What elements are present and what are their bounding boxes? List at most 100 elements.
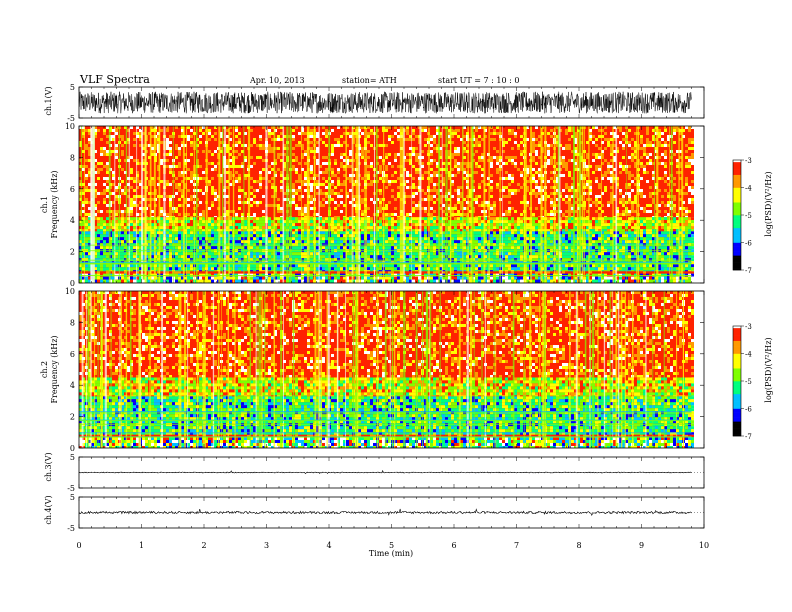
psd-cell (367, 234, 370, 237)
psd-cell (430, 229, 433, 231)
psd-cell (508, 217, 511, 220)
psd-cell (253, 280, 256, 283)
psd-cell (169, 280, 172, 283)
psd-cell (295, 280, 298, 283)
psd-cell (250, 264, 253, 267)
psd-cell (454, 217, 457, 220)
psd-cell (643, 271, 646, 273)
psd-cell (631, 246, 634, 249)
psd-cell (688, 271, 691, 273)
psd-cell (169, 252, 172, 255)
psd-cell (496, 267, 499, 270)
psd-cell (457, 217, 460, 220)
psd-cell (493, 237, 496, 240)
psd-cell (397, 231, 400, 234)
psd-cell (664, 267, 667, 270)
psd-cell (334, 280, 337, 283)
psd-cell (100, 280, 103, 283)
psd-cell (604, 243, 607, 246)
psd-cell (391, 258, 394, 261)
psd-cell (646, 258, 649, 261)
psd-cell (565, 223, 568, 226)
psd-cell (568, 240, 571, 243)
psd-cell (295, 277, 298, 280)
psd-cell (454, 270, 457, 271)
psd-cell (103, 255, 106, 258)
psd-cell (187, 226, 190, 229)
station-label: station= ATH (342, 76, 397, 85)
psd-cell (361, 277, 364, 280)
psd-cell (268, 243, 271, 246)
psd-cell (244, 231, 247, 234)
psd-cell (430, 280, 433, 283)
psd-cell (370, 234, 373, 237)
psd-cell (304, 220, 307, 223)
psd-cell (463, 231, 466, 234)
psd-cell (208, 271, 211, 273)
psd-cell (370, 264, 373, 267)
psd-cell (562, 270, 565, 271)
psd-cell (685, 258, 688, 261)
psd-cell (514, 223, 517, 226)
psd-cell (604, 246, 607, 249)
psd-cell (295, 243, 298, 246)
psd-cell (370, 255, 373, 258)
psd-cell (454, 252, 457, 255)
psd-cell (178, 243, 181, 246)
psd-cell (511, 264, 514, 267)
psd-cell (430, 255, 433, 258)
psd-cell (475, 226, 478, 229)
psd-cell (160, 223, 163, 226)
psd-cell (202, 264, 205, 267)
psd-cell (370, 237, 373, 240)
psd-cell (463, 217, 466, 220)
psd-cell (535, 255, 538, 258)
psd-cell (394, 240, 397, 243)
psd-cell (121, 270, 124, 271)
psd-cell (115, 229, 118, 231)
psd-cell (331, 226, 334, 229)
psd-cell (298, 231, 301, 234)
psd-cell (259, 229, 262, 231)
psd-cell (475, 255, 478, 258)
psd-cell (271, 264, 274, 267)
psd-cell (430, 270, 433, 271)
psd-cell (691, 237, 694, 240)
psd-cell (259, 234, 262, 237)
psd-cell (310, 246, 313, 249)
psd-cell (388, 243, 391, 246)
psd-cell (115, 234, 118, 237)
psd-cell (97, 255, 100, 258)
psd-cell (295, 240, 298, 243)
psd-cell (415, 258, 418, 261)
psd-cell (595, 267, 598, 270)
psd-cell (244, 240, 247, 243)
psd-cell (262, 237, 265, 240)
psd-cell (190, 220, 193, 223)
psd-cell (643, 217, 646, 220)
psd-cell (646, 264, 649, 267)
psd-cell (478, 243, 481, 246)
psd-cell (391, 271, 394, 273)
psd-cell (298, 246, 301, 249)
psd-cell (640, 220, 643, 223)
psd-cell (244, 223, 247, 226)
psd-cell (607, 240, 610, 243)
psd-cell (547, 234, 550, 237)
psd-cell (394, 246, 397, 249)
psd-cell (595, 243, 598, 246)
psd-cell (565, 237, 568, 240)
psd-cell (130, 258, 133, 261)
psd-cell (619, 243, 622, 246)
psd-cell (595, 255, 598, 258)
psd-cell (115, 226, 118, 229)
psd-cell (406, 234, 409, 237)
psd-cell (367, 243, 370, 246)
psd-cell (85, 280, 88, 283)
psd-cell (166, 231, 169, 234)
psd-cell (592, 277, 595, 280)
psd-cell (673, 237, 676, 240)
psd-cell (658, 231, 661, 234)
psd-cell (298, 280, 301, 283)
psd-cell (304, 223, 307, 226)
